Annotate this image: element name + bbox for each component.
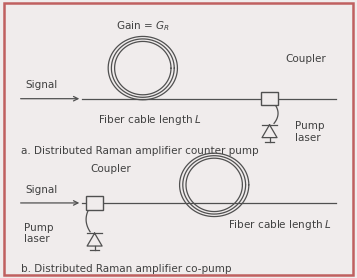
Text: Signal: Signal: [25, 80, 57, 90]
Text: Coupler: Coupler: [286, 54, 326, 64]
Text: Signal: Signal: [25, 185, 57, 195]
Text: Fiber cable length $L$: Fiber cable length $L$: [98, 113, 202, 126]
Polygon shape: [262, 125, 277, 138]
Bar: [261, 92, 278, 105]
Bar: [86, 196, 103, 210]
Text: Coupler: Coupler: [90, 164, 131, 174]
Text: Gain = $G_R$: Gain = $G_R$: [116, 19, 170, 33]
Polygon shape: [87, 233, 102, 246]
Text: Fiber cable length $L$: Fiber cable length $L$: [228, 218, 333, 232]
Text: a. Distributed Raman amplifier counter pump: a. Distributed Raman amplifier counter p…: [21, 146, 259, 156]
Text: Pump
laser: Pump laser: [295, 121, 324, 143]
Text: b. Distributed Raman amplifier co-pump: b. Distributed Raman amplifier co-pump: [21, 264, 232, 274]
Text: Pump
laser: Pump laser: [24, 223, 54, 244]
